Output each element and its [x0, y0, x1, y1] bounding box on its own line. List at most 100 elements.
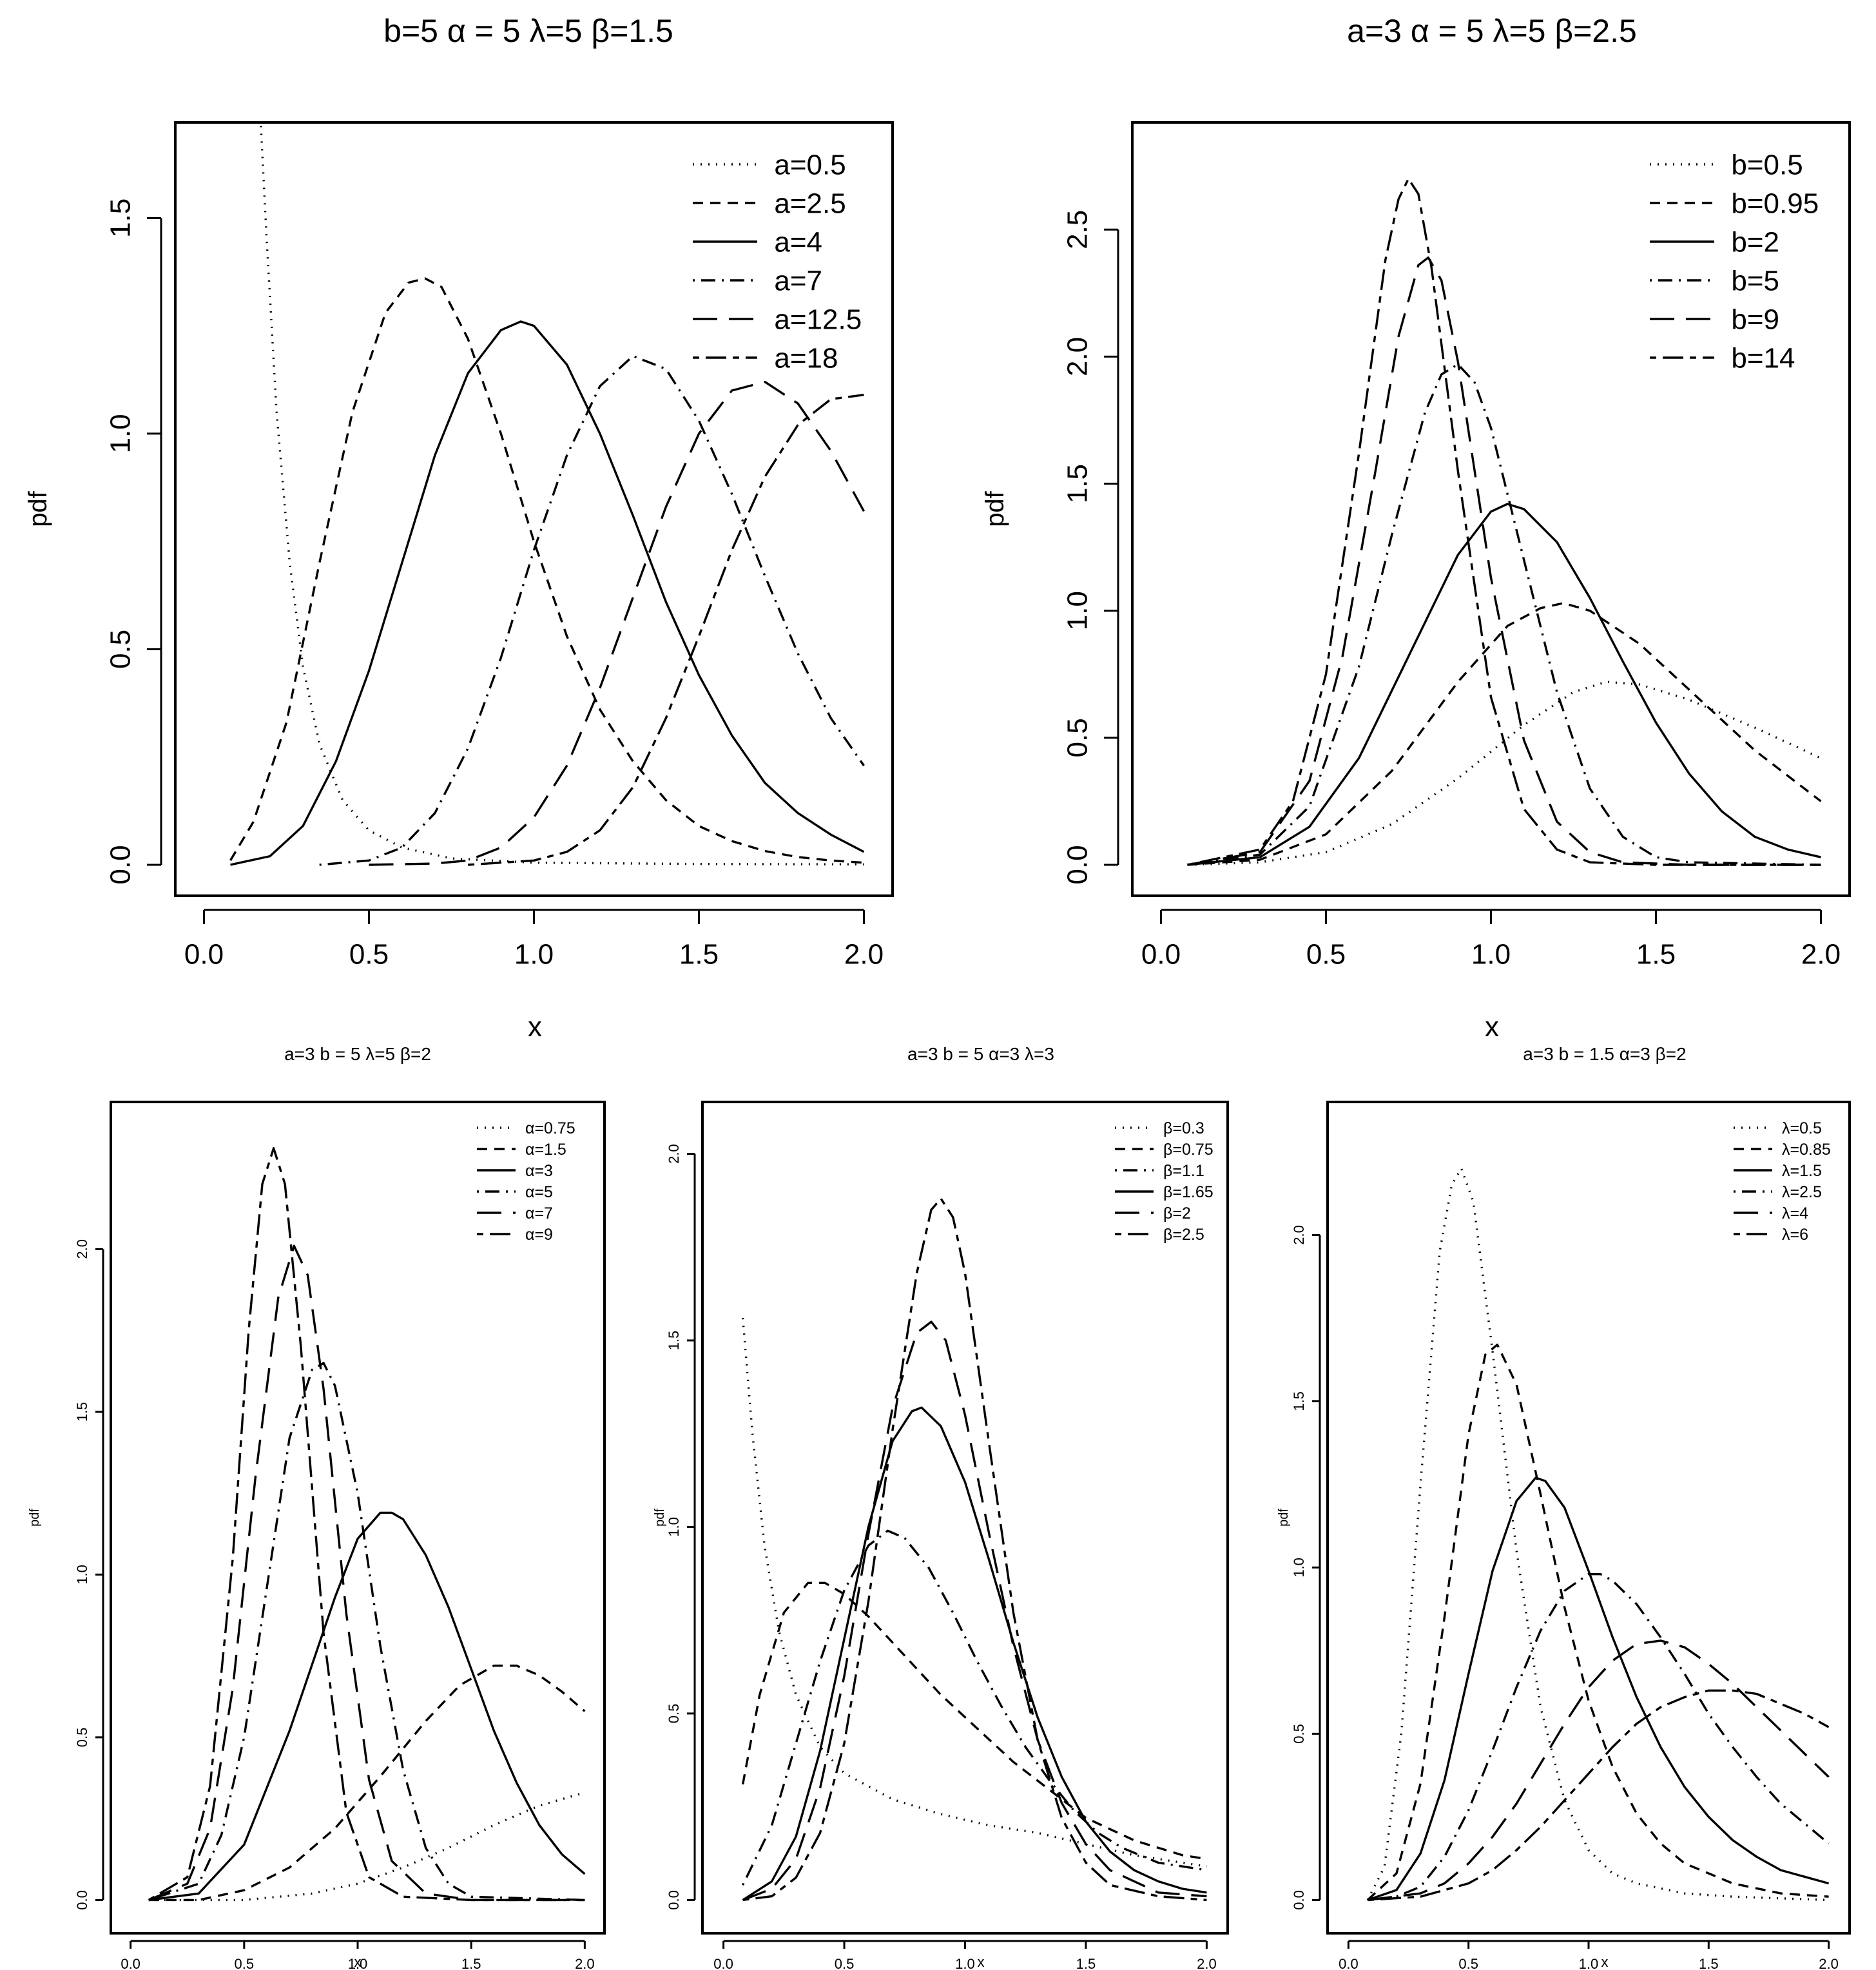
series-line-5 [148, 1244, 585, 1902]
legend-label: a=7 [774, 265, 822, 296]
plot-frame [174, 121, 894, 897]
series-line-6 [1368, 1689, 1830, 1902]
y-axis: 0.0 0.5 1.0 1.5 2.0 [666, 1144, 696, 1910]
legend: a=0.5 a=2.5 a=4 a=7 a=12.5 a=18 [693, 149, 862, 374]
x-tick-label: 2.0 [575, 1956, 595, 1970]
x-tick-label: 0.5 [1306, 939, 1346, 971]
chart-title: a=3 b = 5 λ=5 β=2 [284, 1044, 431, 1064]
legend-label: a=0.5 [774, 149, 846, 180]
plot-frame [1326, 1101, 1851, 1935]
series-line-2 [229, 277, 864, 864]
y-tick-label: 0.5 [1062, 718, 1094, 757]
legend-label: α=0.75 [525, 1119, 575, 1137]
y-axis: 0.0 0.5 1.0 1.5 2.0 [1291, 1225, 1321, 1910]
series-line-4 [148, 1362, 585, 1902]
x-axis-label: x [1601, 1954, 1609, 1970]
legend-label: λ=0.5 [1782, 1119, 1822, 1137]
legend: α=0.75 α=1.5 α=3 α=5 α=7 α=9 [477, 1119, 575, 1244]
legend-label: β=0.3 [1163, 1119, 1204, 1137]
x-tick-label: 2.0 [844, 939, 884, 971]
x-tick-label: 1.0 [1579, 1956, 1599, 1970]
legend-label: α=5 [525, 1183, 553, 1201]
series-line-4 [1368, 1572, 1830, 1902]
y-tick-label: 2.5 [1062, 210, 1094, 249]
y-tick-label: 0.5 [74, 1728, 90, 1748]
y-tick-label: 1.5 [105, 198, 137, 238]
y-tick-label: 1.5 [1062, 464, 1094, 503]
x-tick-label: 1.5 [679, 939, 719, 971]
y-axis-label: pdf [653, 1509, 667, 1527]
y-axis-label: pdf [1277, 1509, 1291, 1527]
y-tick-label: 0.5 [105, 630, 137, 669]
series-line-4 [319, 354, 865, 866]
legend-label: α=9 [525, 1226, 553, 1244]
y-tick-label: 0.5 [1291, 1724, 1307, 1744]
x-tick-label: 2.0 [1819, 1956, 1839, 1970]
legend-label: λ=0.85 [1782, 1141, 1831, 1159]
y-tick-label: 1.0 [1062, 591, 1094, 630]
y-tick-label: 1.5 [666, 1331, 682, 1351]
series-line-5 [369, 380, 865, 866]
legend-label: λ=6 [1782, 1226, 1808, 1244]
legend-label: β=0.75 [1163, 1141, 1214, 1159]
series-line-3 [1187, 503, 1821, 866]
y-tick-label: 0.0 [105, 845, 137, 884]
x-tick-label: 0.5 [349, 939, 389, 971]
legend-label: b=9 [1731, 304, 1779, 335]
x-tick-label: 0.5 [235, 1956, 255, 1970]
series-group [1366, 1167, 1830, 1902]
chart-title: a=3 b = 5 α=3 λ=3 [907, 1044, 1054, 1064]
legend-label: a=18 [774, 342, 838, 374]
x-axis-label: x [354, 1954, 362, 1970]
x-tick-label: 1.5 [461, 1956, 481, 1970]
series-line-5 [1187, 256, 1821, 866]
x-tick-label: 0.0 [1339, 1956, 1359, 1970]
plot-frame [701, 1101, 1229, 1935]
y-tick-label: 2.0 [1291, 1225, 1307, 1245]
x-tick-label: 1.5 [1076, 1956, 1096, 1970]
series-line-6 [742, 1197, 1207, 1902]
y-tick-label: 0.5 [666, 1704, 682, 1724]
legend-label: λ=2.5 [1782, 1183, 1822, 1201]
y-axis-label: pdf [981, 490, 1009, 526]
chart-title: b=5 α = 5 λ=5 β=1.5 [383, 13, 673, 49]
legend-label: b=0.5 [1731, 149, 1803, 180]
x-axis: 0.0 0.5 1.0 1.5 2.0 [1141, 909, 1841, 971]
series-line-6 [148, 1147, 585, 1902]
legend: β=0.3 β=0.75 β=1.1 β=1.65 β=2 β=2.5 [1115, 1119, 1214, 1244]
x-tick-label: 1.5 [1699, 1956, 1719, 1970]
series-line-5 [742, 1320, 1207, 1901]
legend-label: α=3 [525, 1162, 553, 1180]
series-line-5 [1367, 1639, 1830, 1902]
series-group [148, 1147, 586, 1902]
legend-label: b=2 [1731, 226, 1779, 258]
series-line-2 [1367, 1343, 1829, 1901]
series-line-2 [148, 1665, 586, 1902]
legend-label: α=1.5 [525, 1141, 566, 1159]
y-tick-label: 2.0 [1062, 337, 1094, 376]
x-tick-label: 0.0 [1141, 939, 1181, 971]
y-axis: 0.0 0.5 1.0 1.5 2.0 2.5 [1062, 210, 1119, 885]
y-axis-label: pdf [24, 490, 52, 526]
y-tick-label: 0.0 [1291, 1890, 1307, 1910]
x-tick-label: 1.5 [1636, 939, 1676, 971]
x-tick-label: 1.0 [514, 939, 554, 971]
x-axis: 0.0 0.5 1.0 1.5 2.0 [1339, 1940, 1839, 1970]
legend-label: λ=1.5 [1782, 1162, 1822, 1180]
x-tick-label: 1.0 [1471, 939, 1511, 971]
series-line-3 [1367, 1476, 1830, 1902]
y-tick-label: 1.0 [105, 414, 137, 453]
y-axis-label: pdf [28, 1509, 42, 1527]
x-tick-label: 1.0 [955, 1956, 975, 1970]
series-line-1 [1366, 1167, 1829, 1902]
legend-label: b=0.95 [1731, 188, 1819, 219]
x-tick-label: 0.0 [184, 939, 224, 971]
series-line-3 [230, 320, 865, 866]
legend-label: α=7 [525, 1204, 553, 1222]
